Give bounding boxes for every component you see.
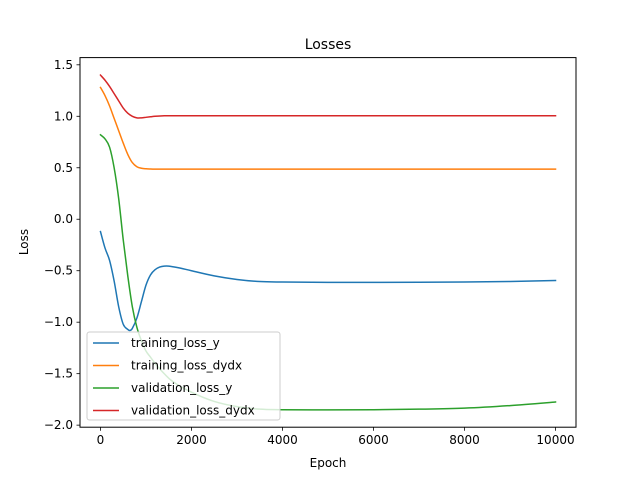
x-axis-ticks: 0 2000 4000 6000 8000 10000 (97, 427, 575, 447)
legend-label: validation_loss_dydx (131, 404, 255, 418)
series-line-training-loss-dydx (99, 86, 557, 170)
x-tick-label: 8000 (449, 433, 480, 447)
y-tick-label: −2.0 (44, 418, 73, 432)
series-line-validation-loss-dydx (99, 74, 557, 119)
y-tick-label: 1.5 (54, 58, 73, 72)
x-tick-label: 6000 (358, 433, 389, 447)
legend: training_loss_y training_loss_dydxvalidat… (86, 331, 281, 421)
legend-box (86, 331, 281, 421)
x-tick-label: 0 (97, 433, 105, 447)
x-tick-label: 4000 (267, 433, 298, 447)
legend-label: validation_loss_y (131, 381, 232, 395)
x-axis-label: Epoch (310, 456, 347, 470)
chart-title: Losses (305, 37, 352, 53)
legend-label: training_loss_y (131, 336, 220, 350)
y-tick-label: −1.5 (44, 367, 73, 381)
y-tick-label: 0.5 (54, 161, 73, 175)
x-tick-label: 10000 (536, 433, 574, 447)
plot-frame (79, 57, 577, 428)
y-tick-label: −0.5 (44, 264, 73, 278)
x-tick-label: 2000 (176, 433, 207, 447)
y-axis-label: Loss (17, 229, 31, 255)
y-tick-label: 1.0 (54, 109, 73, 123)
y-tick-label: 0.0 (54, 212, 73, 226)
y-axis-ticks: −2.0 −1.5 −1.0 −0.5 0.0 0.5 1.0 1.5 (44, 58, 80, 432)
y-tick-label: −1.0 (44, 315, 73, 329)
series-line-training-loss-y (99, 230, 557, 332)
legend-label: training_loss_dydx (131, 359, 242, 373)
